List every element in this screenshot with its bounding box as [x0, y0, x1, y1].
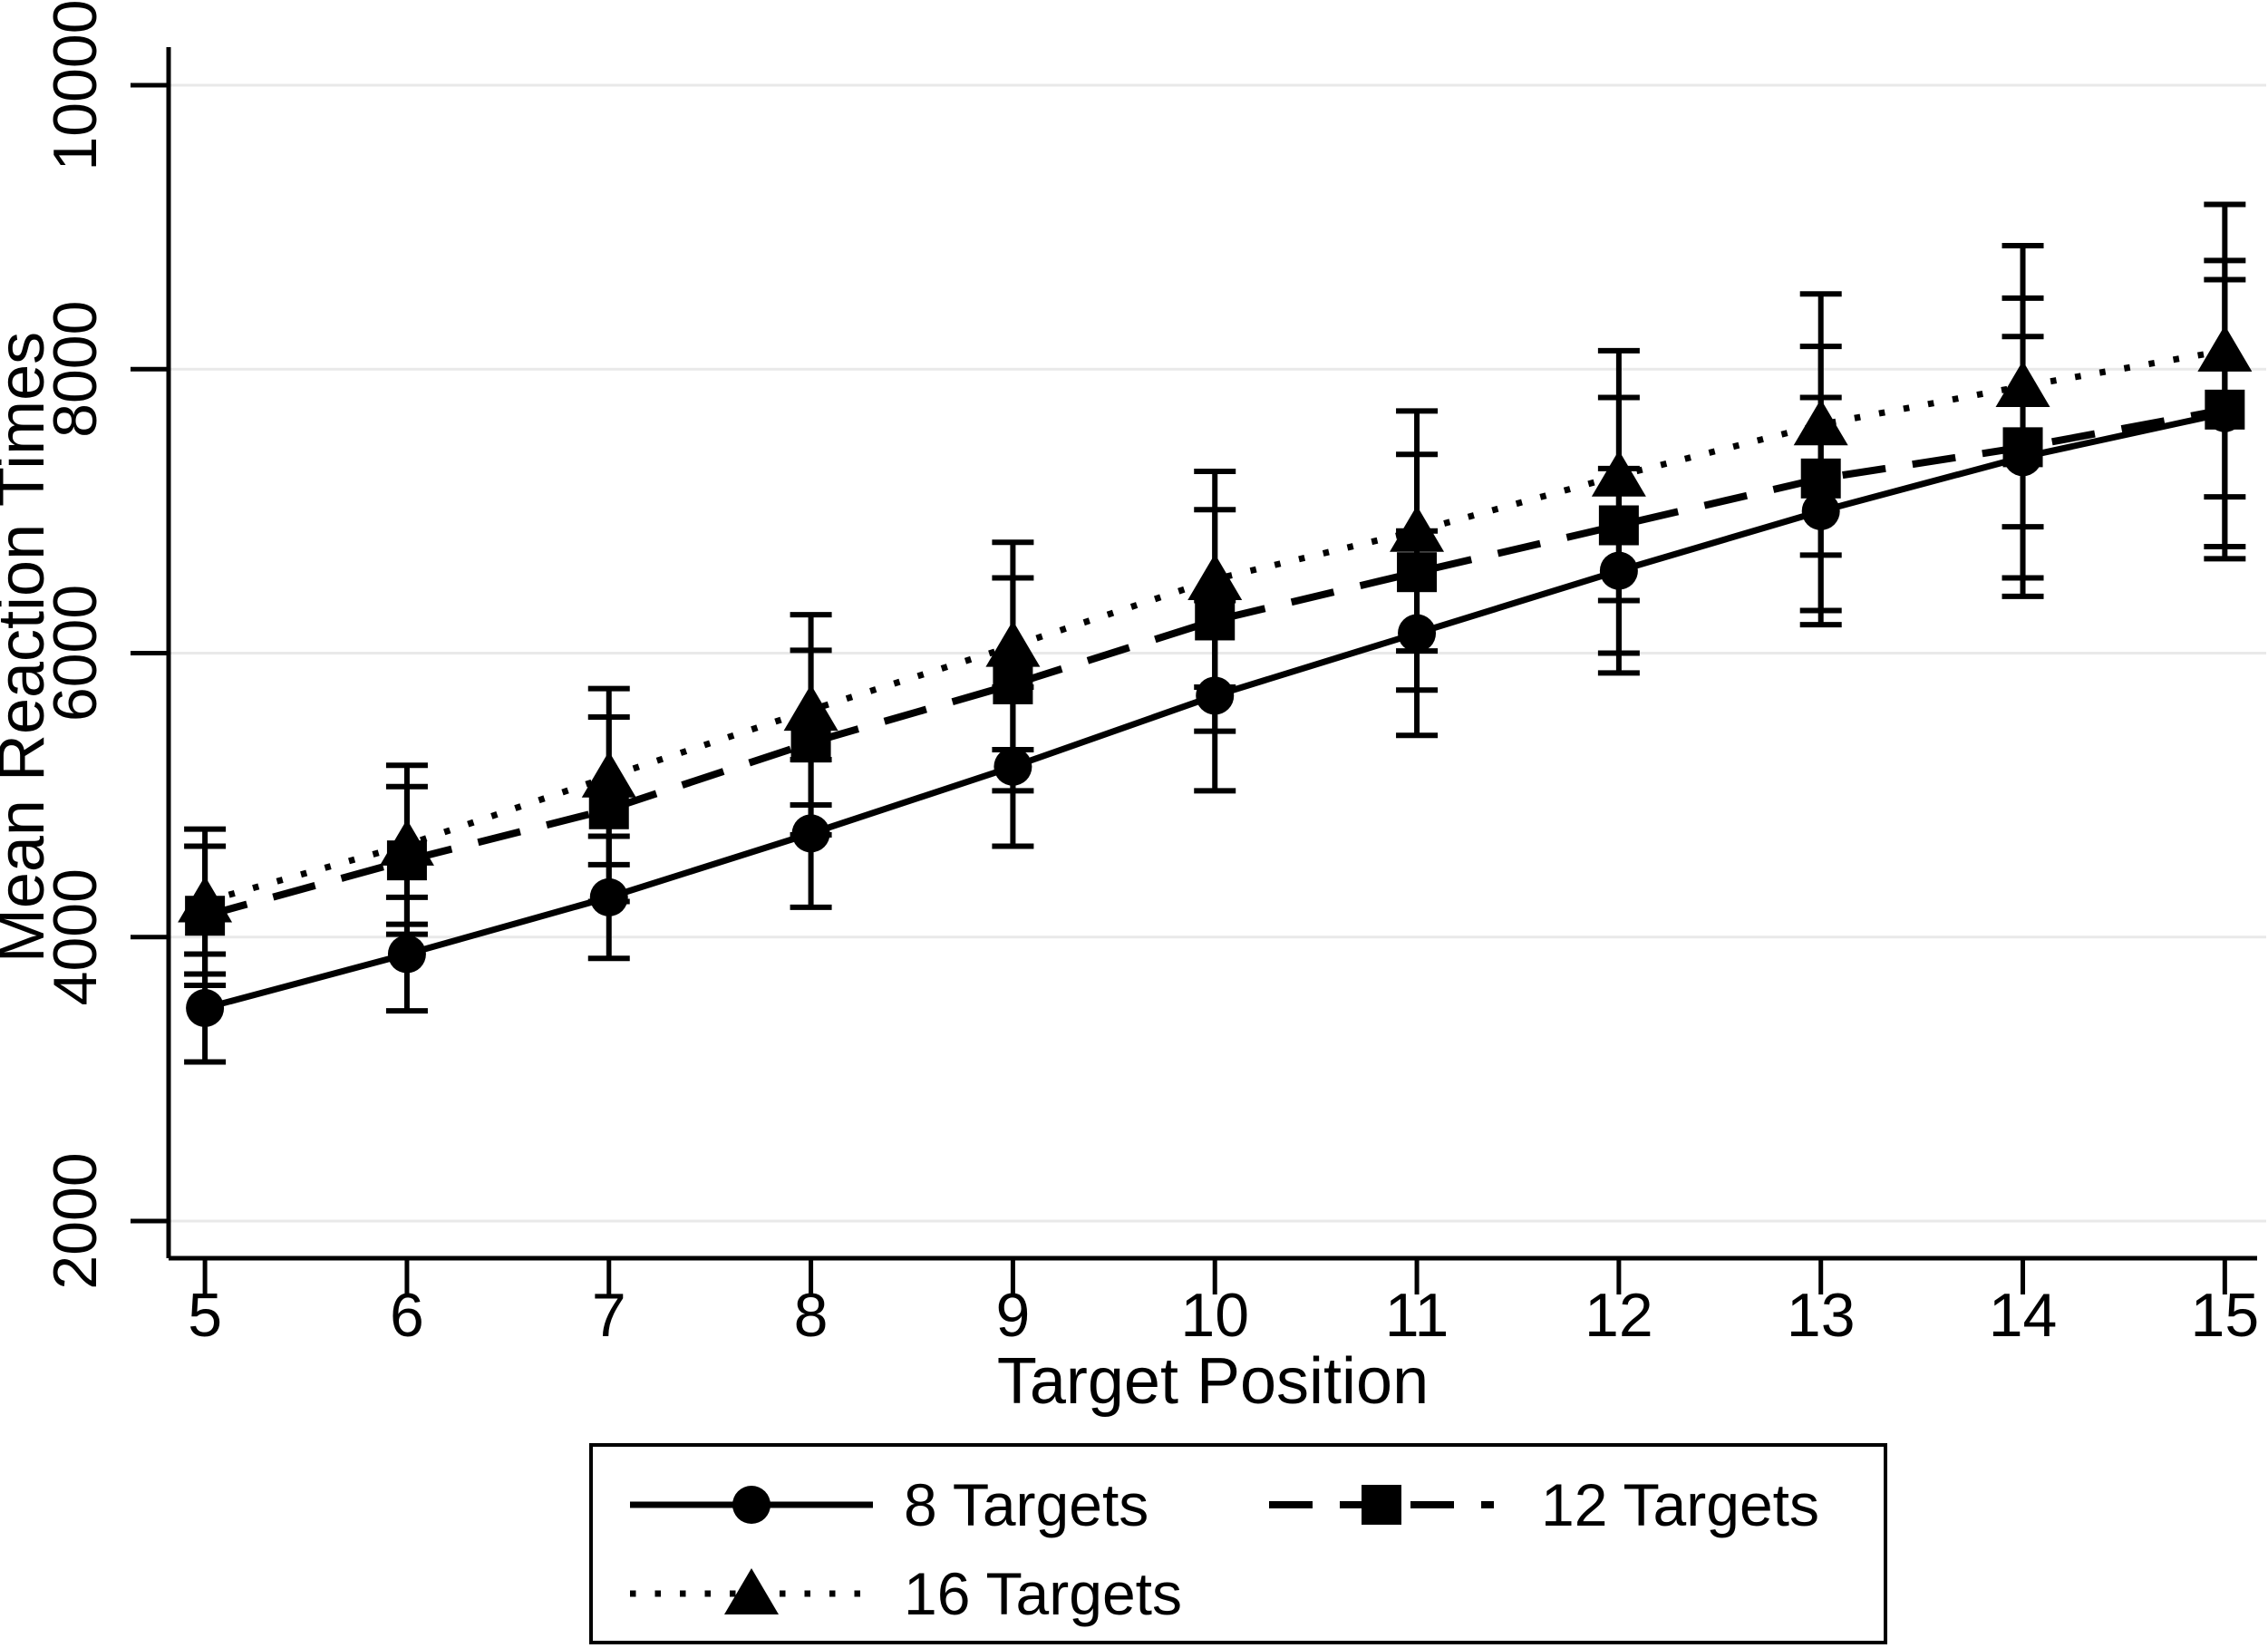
data-point-marker-triangle	[724, 1568, 779, 1614]
axis-ticks: 2000 4000 6000 8000 10000 5 6 7 8 9 10 11 12 13 14 15	[41, 0, 2259, 1350]
data-point-marker-triangle	[379, 819, 434, 866]
x-tick-label: 10	[1180, 1281, 1249, 1350]
legend-entry-label: 12 Targets	[1541, 1471, 1819, 1538]
data-point-marker-triangle	[1390, 505, 1445, 552]
x-tick-label: 6	[390, 1281, 424, 1350]
data-point-marker-triangle	[1187, 554, 1243, 601]
data-point-marker-triangle	[581, 751, 636, 798]
y-tick-label: 10000	[41, 0, 110, 171]
y-tick-label: 2000	[41, 1152, 110, 1289]
y-tick-label: 4000	[41, 868, 110, 1005]
x-tick-label: 15	[2191, 1281, 2260, 1350]
y-tick-label: 6000	[41, 585, 110, 722]
x-tick-label: 12	[1585, 1281, 1653, 1350]
data-point-marker-triangle	[1793, 399, 1848, 446]
series-16-targets	[178, 201, 2253, 977]
x-tick-label: 7	[592, 1281, 626, 1350]
x-axis-title: Target Position	[997, 1345, 1429, 1418]
x-tick-label: 13	[1787, 1281, 1856, 1350]
data-point-marker-triangle	[1995, 361, 2050, 408]
data-point-marker-circle	[387, 935, 426, 974]
legend-entry-label: 8 Targets	[904, 1471, 1149, 1538]
legend-entry-12-targets: 12 Targets	[1269, 1471, 1819, 1538]
x-tick-label: 8	[794, 1281, 829, 1350]
x-tick-label: 14	[1989, 1281, 2058, 1350]
legend: 8 Targets 12 Targets 16 Targets	[589, 1443, 1887, 1644]
series-line	[204, 347, 2225, 905]
data-point-marker-triangle	[178, 876, 233, 923]
x-tick-label: 11	[1385, 1281, 1449, 1350]
y-tick-label: 8000	[41, 301, 110, 438]
y-axis-title: Mean Reaction Times	[0, 332, 58, 963]
x-tick-label: 9	[995, 1281, 1030, 1350]
data-point-marker-triangle	[1591, 450, 1646, 497]
data-point-marker-circle	[732, 1486, 771, 1524]
legend-box	[589, 1443, 1887, 1644]
data-point-marker-circle	[186, 989, 225, 1028]
data-point-marker-triangle	[2197, 325, 2253, 372]
legend-entry-8-targets: 8 Targets	[630, 1471, 1149, 1538]
data-series	[178, 201, 2253, 1065]
x-tick-label: 5	[188, 1281, 222, 1350]
legend-entry-label: 16 Targets	[904, 1560, 1182, 1627]
legend-entry-16-targets: 16 Targets	[630, 1560, 1182, 1627]
data-point-marker-triangle	[783, 684, 838, 732]
data-point-marker-square	[1362, 1485, 1401, 1525]
data-point-marker-triangle	[985, 620, 1041, 667]
